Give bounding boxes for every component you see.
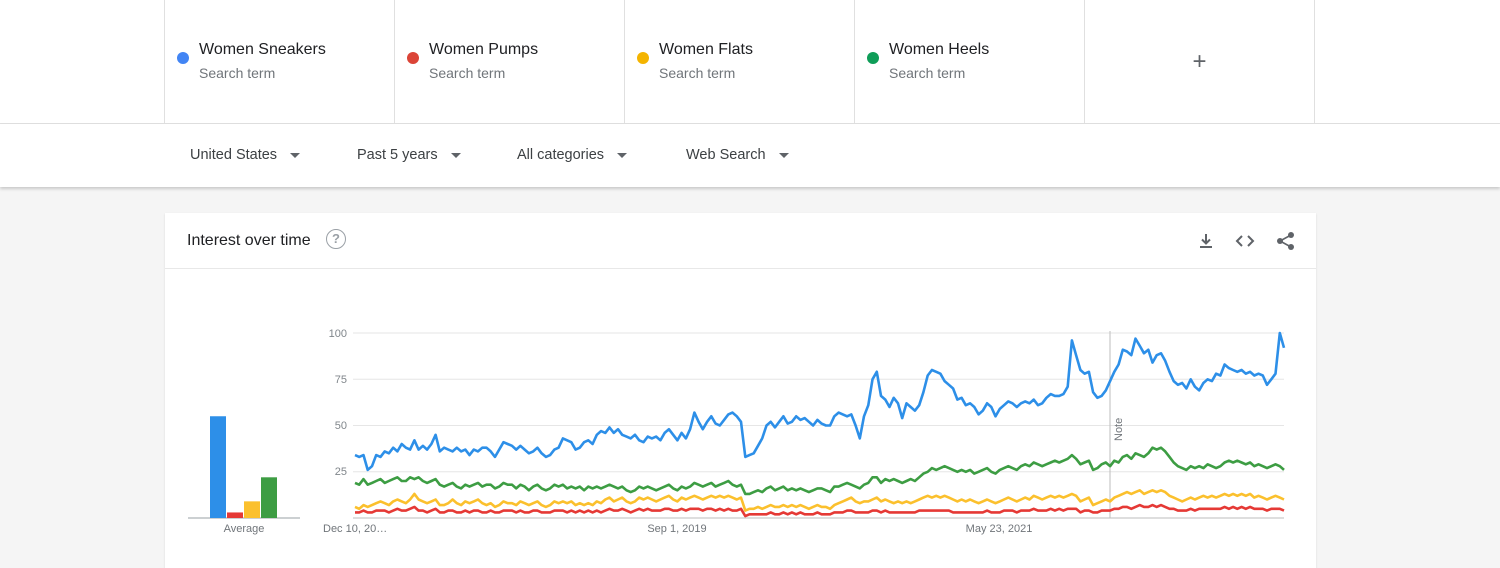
x-tick-label: May 23, 2021 <box>966 523 1033 535</box>
search-term-name[interactable]: Women Pumps <box>429 41 539 58</box>
note-marker[interactable]: Note <box>1109 331 1125 518</box>
filter-search-type-dropdown[interactable]: Web Search <box>686 147 789 163</box>
average-bar-women-heels[interactable] <box>261 477 277 518</box>
y-tick-label: 75 <box>335 374 347 386</box>
series-color-dot <box>867 52 879 64</box>
interest-over-time-card: Interest over time ? Average <box>165 213 1316 568</box>
average-bar-women-sneakers[interactable] <box>210 416 226 518</box>
caret-down-icon <box>450 152 461 158</box>
filter-label: United States <box>190 147 278 163</box>
search-term-name[interactable]: Women Heels <box>889 41 990 58</box>
filters-bar: United States Past 5 years All categorie… <box>0 124 1500 187</box>
x-tick-label: Dec 10, 20… <box>323 523 387 535</box>
average-bar-women-pumps[interactable] <box>227 512 243 518</box>
search-term-type: Search term <box>889 65 966 81</box>
search-term-4[interactable]: Women Heels Search term <box>854 0 1084 123</box>
search-term-3[interactable]: Women Flats Search term <box>624 0 854 123</box>
series-line-women-pumps[interactable] <box>355 503 1285 518</box>
series-line-women-heels[interactable] <box>354 446 1285 496</box>
series-color-dot <box>637 52 649 64</box>
series-color-dot <box>177 52 189 64</box>
filter-label: All categories <box>517 147 605 163</box>
card-title: Interest over time <box>187 232 311 249</box>
x-tick-label: Sep 1, 2019 <box>647 523 706 535</box>
plus-icon: + <box>1192 47 1207 75</box>
search-terms-bar: Women Sneakers Search term Women Pumps S… <box>0 0 1500 124</box>
y-tick-label: 100 <box>329 328 347 340</box>
filter-label: Past 5 years <box>357 147 438 163</box>
search-term-type: Search term <box>199 65 276 81</box>
y-tick-labels: 25 50 75 100 <box>329 328 347 478</box>
chart-gridlines <box>353 332 1284 519</box>
series-line-women-flats[interactable] <box>354 488 1285 512</box>
average-bars: Average <box>188 416 300 535</box>
y-tick-label: 25 <box>335 466 347 478</box>
caret-down-icon <box>778 152 789 158</box>
series-line-women-sneakers[interactable] <box>354 331 1286 472</box>
filter-region-dropdown[interactable]: United States <box>190 147 301 163</box>
series-color-dot <box>407 52 419 64</box>
search-term-type: Search term <box>659 65 736 81</box>
card-header: Interest over time ? <box>165 213 1316 269</box>
embed-icon[interactable] <box>1234 230 1256 252</box>
help-icon[interactable]: ? <box>326 229 346 249</box>
average-label: Average <box>224 523 265 535</box>
search-term-type: Search term <box>429 65 506 81</box>
download-icon[interactable] <box>1195 230 1217 252</box>
caret-down-icon <box>290 152 301 158</box>
filter-category-dropdown[interactable]: All categories <box>517 147 628 163</box>
search-term-name[interactable]: Women Sneakers <box>199 41 326 58</box>
filter-label: Web Search <box>686 147 766 163</box>
x-tick-labels: Dec 10, 20… Sep 1, 2019 May 23, 2021 <box>323 523 1032 535</box>
note-label: Note <box>1113 418 1125 441</box>
add-comparison-button[interactable]: + <box>1084 0 1315 123</box>
y-tick-label: 50 <box>335 420 347 432</box>
series-lines <box>354 331 1286 518</box>
filter-time-range-dropdown[interactable]: Past 5 years <box>357 147 461 163</box>
interest-chart[interactable]: Average 25 50 75 100 Dec 10, 20… Sep 1, … <box>165 213 1316 568</box>
caret-down-icon <box>617 152 628 158</box>
average-bar-women-flats[interactable] <box>244 501 260 518</box>
search-term-1[interactable]: Women Sneakers Search term <box>164 0 394 123</box>
search-term-2[interactable]: Women Pumps Search term <box>394 0 624 123</box>
share-icon[interactable] <box>1275 230 1297 252</box>
search-term-name[interactable]: Women Flats <box>659 41 753 58</box>
